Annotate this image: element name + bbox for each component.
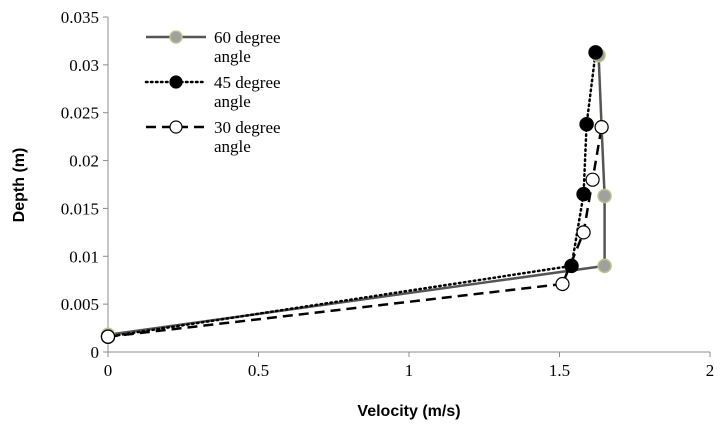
x-tick-label: 1.5 bbox=[549, 361, 570, 380]
legend-marker-60-degree bbox=[169, 30, 183, 44]
x-tick-label: 1 bbox=[405, 361, 414, 380]
data-point-series-0 bbox=[597, 188, 612, 204]
data-point-series-2 bbox=[100, 329, 116, 344]
y-axis-title: Depth (m) bbox=[11, 148, 28, 223]
series-line-0 bbox=[107, 55, 606, 337]
data-point-series-2 bbox=[594, 119, 609, 135]
y-tick-label: 0.015 bbox=[61, 199, 99, 218]
data-point-series-1 bbox=[576, 186, 591, 202]
series-line-1 bbox=[106, 51, 597, 338]
legend-entry-60-degree: 60 degree angle bbox=[146, 28, 281, 66]
legend-entry-45-degree: 45 degree angle bbox=[144, 73, 281, 111]
legend-label-60-degree-line2: angle bbox=[214, 47, 251, 66]
data-point-series-0 bbox=[597, 258, 612, 274]
y-tick-label: 0.02 bbox=[69, 152, 99, 171]
series-layer bbox=[106, 51, 606, 338]
data-point-series-1 bbox=[564, 258, 579, 274]
data-point-series-1 bbox=[588, 45, 603, 60]
legend-label-60-degree-line1: 60 degree bbox=[214, 28, 281, 47]
x-tick-label: 2 bbox=[706, 361, 715, 380]
legend-marker-45-degree bbox=[169, 75, 183, 89]
x-tick-label: 0.5 bbox=[248, 361, 269, 380]
y-tick-label: 0.01 bbox=[69, 247, 99, 266]
data-point-series-1 bbox=[579, 116, 594, 132]
legend-label-45-degree-line1: 45 degree bbox=[214, 73, 281, 92]
axes bbox=[107, 17, 710, 353]
y-tick-label: 0 bbox=[91, 343, 100, 362]
y-tick-label: 0.005 bbox=[61, 295, 99, 314]
legend: 60 degree angle 45 degree angle 30 degre… bbox=[144, 28, 281, 156]
y-tick-label: 0.03 bbox=[69, 56, 99, 75]
y-tick-label: 0.035 bbox=[61, 8, 99, 27]
legend-marker-30-degree bbox=[169, 120, 183, 134]
legend-label-45-degree-line2: angle bbox=[214, 92, 251, 111]
x-ticks: 0 0.5 1 1.5 2 bbox=[104, 352, 715, 380]
legend-label-30-degree-line2: angle bbox=[214, 137, 251, 156]
x-axis-title: Velocity (m/s) bbox=[357, 403, 460, 420]
data-point-series-2 bbox=[585, 172, 600, 187]
legend-label-30-degree-line1: 30 degree bbox=[214, 118, 281, 137]
data-point-series-2 bbox=[576, 225, 591, 240]
legend-entry-30-degree: 30 degree angle bbox=[146, 118, 281, 156]
data-point-series-2 bbox=[555, 276, 570, 292]
y-tick-label: 0.025 bbox=[61, 104, 99, 123]
series-line-2 bbox=[107, 126, 603, 338]
y-ticks: 0 0.005 0.01 0.015 0.02 0.025 0.03 0.035 bbox=[61, 8, 108, 362]
markers-layer bbox=[100, 45, 612, 344]
x-tick-label: 0 bbox=[104, 361, 113, 380]
